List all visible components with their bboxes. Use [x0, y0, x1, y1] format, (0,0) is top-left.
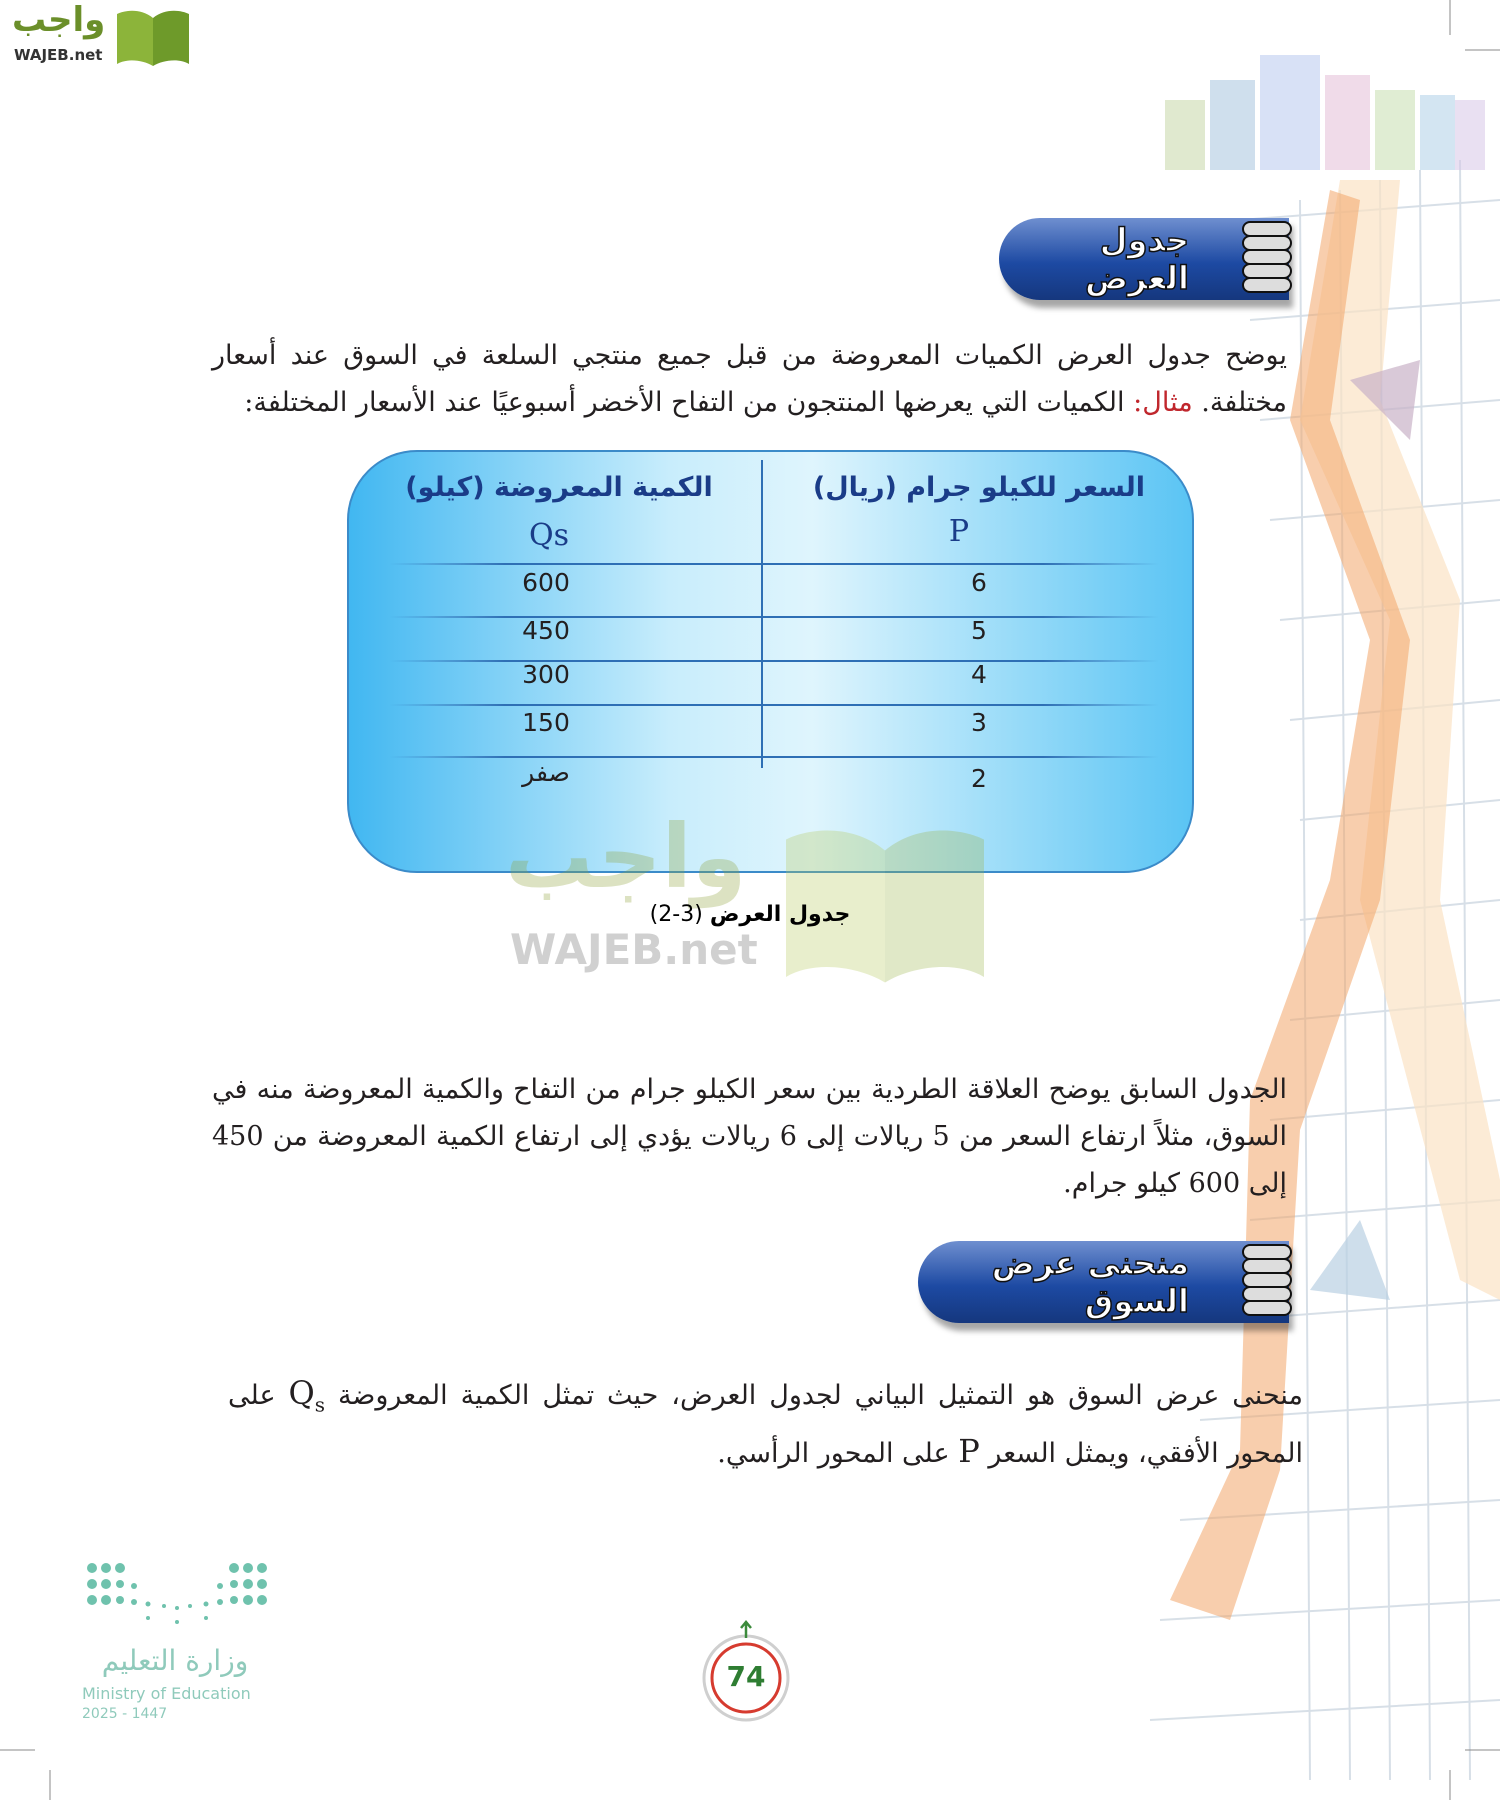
section-title: منحنى عرض السوق — [991, 1243, 1190, 1321]
q-letter: Q — [288, 1374, 315, 1412]
coins-stack-icon — [1242, 221, 1292, 293]
curve-text-1: منحنى عرض السوق هو التمثيل البياني لجدول… — [337, 1380, 1303, 1411]
example-label: مثال: — [1133, 387, 1193, 418]
ministry-of-education-logo: وزارة التعليم Ministry of Education 2025… — [80, 1560, 280, 1725]
column-divider — [761, 460, 763, 768]
quantity-cell: 600 — [522, 568, 570, 597]
coins-stack-icon — [1242, 1244, 1292, 1316]
intro-paragraph: يوضح جدول العرض الكميات المعروضة من قبل … — [212, 332, 1287, 426]
quantity-cell: 450 — [522, 616, 570, 645]
quantity-column-header: الكمية المعروضة (كيلو) — [405, 472, 713, 503]
quantity-symbol: Qs — [288, 1374, 326, 1416]
section-title: جدول العرض — [1084, 220, 1190, 298]
price-cell: 2 — [971, 764, 987, 793]
price-cell: 3 — [971, 708, 987, 737]
book-icon — [786, 830, 984, 983]
example-text: الكميات التي يعرضها المنتجون من التفاح ا… — [244, 387, 1125, 418]
price-symbol: P — [948, 514, 970, 549]
ministry-year: 2025 - 1447 — [82, 1706, 168, 1722]
price-cell: 4 — [971, 660, 987, 689]
row-divider — [389, 563, 1159, 565]
section-heading-market-supply-curve: منحنى عرض السوق — [918, 1241, 1292, 1323]
quantity-cell: صفر — [522, 758, 570, 787]
page-number-badge: 74 — [700, 1620, 792, 1724]
quantity-cell: 150 — [522, 708, 570, 737]
curve-text-3: على المحور الرأسي. — [717, 1438, 950, 1470]
page-number-ring-icon — [702, 1620, 790, 1722]
ministry-arabic: وزارة التعليم — [101, 1644, 249, 1677]
wajeb-logo[interactable]: واجب WAJEB.net — [8, 0, 193, 66]
caption-number: (3-2) — [649, 902, 703, 927]
section-heading-supply-schedule: جدول العرض — [999, 218, 1292, 300]
ministry-dots-icon — [87, 1563, 267, 1624]
curve-text-2: على المحور الأفقي، ويمثل السعر — [228, 1380, 1303, 1470]
price-symbol: P — [958, 1432, 980, 1471]
caption-text: جدول العرض — [709, 902, 851, 927]
watermark-arabic: واجب — [505, 805, 747, 908]
relationship-paragraph: الجدول السابق يوضح العلاقة الطردية بين س… — [212, 1074, 1287, 1199]
table-caption: جدول العرض (3-2) — [600, 902, 900, 927]
wajeb-watermark: واجب WAJEB.net — [505, 805, 1005, 985]
book-icon — [117, 10, 189, 66]
watermark-latin: WAJEB.net — [510, 925, 758, 974]
logo-arabic: واجب — [12, 0, 106, 40]
row-divider — [389, 756, 1159, 758]
q-subscript: s — [314, 1392, 325, 1417]
page-number: 74 — [726, 1660, 766, 1693]
quantity-cell: 300 — [522, 660, 570, 689]
supply-schedule-table: السعر للكيلو جرام (ريال) P الكمية المعرو… — [347, 450, 1194, 873]
price-column-header: السعر للكيلو جرام (ريال) — [812, 472, 1146, 503]
quantity-symbol: Qs — [529, 518, 569, 553]
ministry-english: Ministry of Education — [82, 1684, 251, 1703]
row-divider — [389, 704, 1159, 706]
row-divider — [389, 616, 1159, 618]
logo-latin: WAJEB.net — [14, 46, 103, 64]
curve-definition-paragraph: منحنى عرض السوق هو التمثيل البياني لجدول… — [228, 1370, 1303, 1477]
row-divider — [389, 660, 1159, 662]
intro-text: يوضح جدول العرض الكميات المعروضة من قبل … — [212, 340, 1287, 418]
price-cell: 5 — [971, 616, 987, 645]
price-cell: 6 — [971, 568, 987, 597]
